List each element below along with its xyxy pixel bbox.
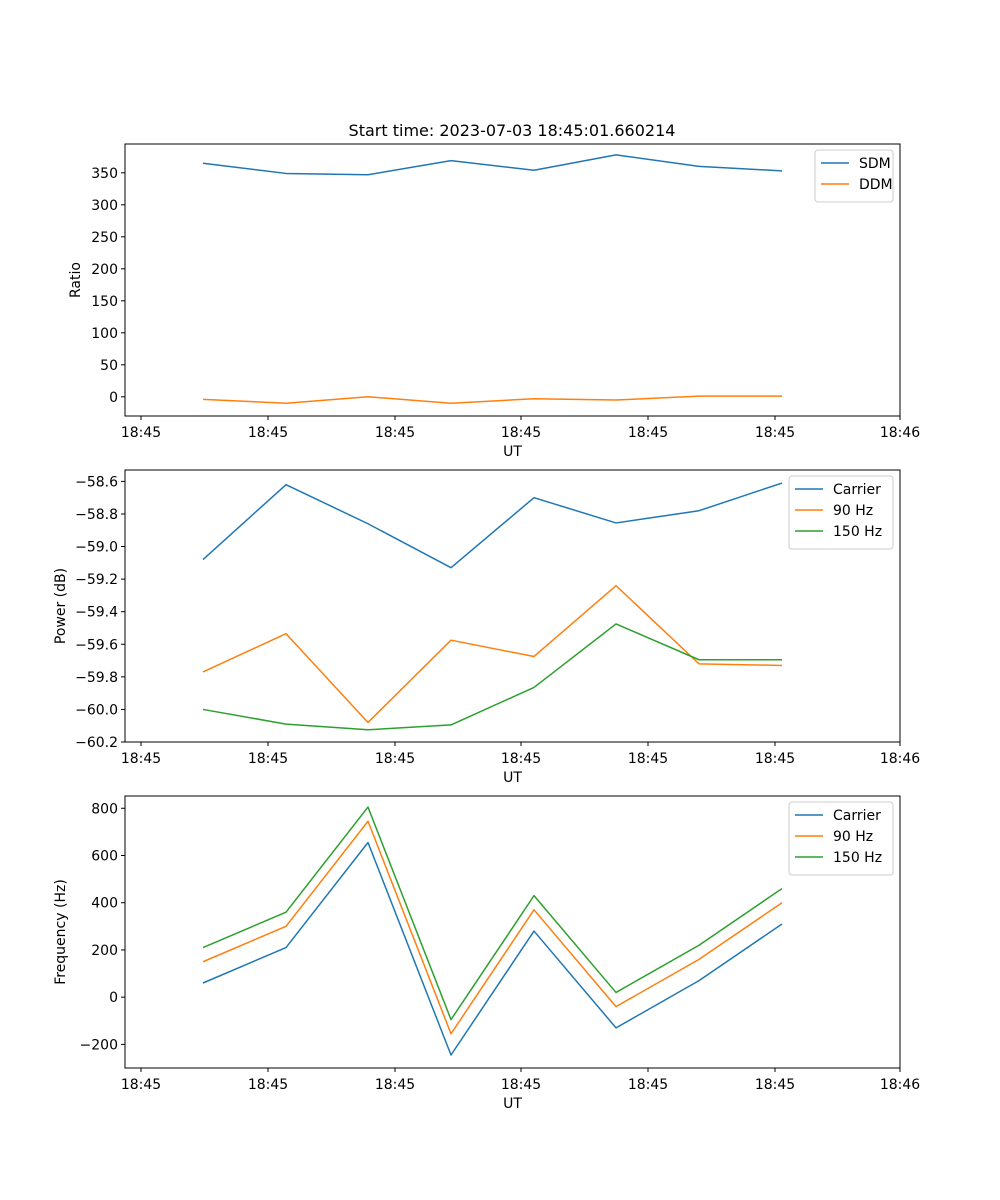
y-tick-label: −59.2 <box>75 572 118 588</box>
y-tick-label: 200 <box>91 262 118 278</box>
legend: SDM DDM <box>814 149 894 203</box>
series-line-150-hz <box>202 623 782 731</box>
y-tick-label: −58.8 <box>75 507 118 523</box>
series-line-150-hz <box>202 806 783 1021</box>
y-tick-label: 250 <box>91 230 118 246</box>
x-axis-label: UT <box>503 1096 522 1112</box>
y-axis-label: Ratio <box>68 262 84 298</box>
legend-label: 90 Hz <box>833 503 873 519</box>
y-tick-label: −60.0 <box>75 702 118 718</box>
y-axis-label: Frequency (Hz) <box>53 879 69 985</box>
series-line-90-hz <box>202 820 783 1035</box>
x-tick-label: 18:45 <box>121 425 161 441</box>
x-tick-label: 18:45 <box>375 751 415 767</box>
series-line-ddm <box>202 395 782 404</box>
y-tick-label: −59.6 <box>75 637 118 653</box>
legend-label: 150 Hz <box>833 524 882 540</box>
x-tick-label: 18:45 <box>755 1077 795 1093</box>
y-axis-label: Power (dB) <box>53 568 69 644</box>
x-axis-label: UT <box>503 444 522 460</box>
y-tick-label: −59.0 <box>75 540 118 556</box>
legend: Carrier 90 Hz 150 Hz <box>788 475 894 550</box>
legend-label: SDM <box>859 156 891 172</box>
x-tick-label: 18:46 <box>880 751 920 767</box>
y-tick-label: 0 <box>109 990 118 1006</box>
series-line-90-hz <box>202 584 783 724</box>
x-tick-label: 18:45 <box>501 751 541 767</box>
x-tick-label: 18:46 <box>880 425 920 441</box>
y-tick-label: 400 <box>91 896 118 912</box>
y-tick-label: 50 <box>100 358 118 374</box>
legend-label: Carrier <box>833 808 881 824</box>
x-tick-label: 18:45 <box>248 751 288 767</box>
y-tick-label: 0 <box>109 390 118 406</box>
x-tick-label: 18:45 <box>248 425 288 441</box>
y-tick-label: 150 <box>91 294 118 310</box>
x-tick-label: 18:45 <box>755 425 795 441</box>
y-tick-label: 100 <box>91 326 118 342</box>
x-tick-label: 18:45 <box>375 1077 415 1093</box>
y-tick-label: 350 <box>91 166 118 182</box>
series-line-carrier <box>202 482 783 569</box>
y-tick-label: −59.8 <box>75 670 118 686</box>
x-tick-label: 18:45 <box>628 751 668 767</box>
axes-frame <box>124 795 901 1069</box>
x-tick-label: 18:45 <box>628 425 668 441</box>
series-line-carrier <box>202 841 783 1056</box>
y-tick-label: 800 <box>91 801 118 817</box>
legend-label: 90 Hz <box>833 829 873 845</box>
x-tick-label: 18:45 <box>375 425 415 441</box>
x-axis-label: UT <box>503 770 522 786</box>
chart-1: 18:45 18:45 18:45 18:45 18:45 18:45 18:46 0 50 10… <box>68 143 920 460</box>
axes-frame <box>124 143 901 417</box>
x-tick-label: 18:45 <box>501 1077 541 1093</box>
y-tick-label: −60.2 <box>75 735 118 751</box>
legend-label: Carrier <box>833 482 881 498</box>
y-tick-label: 200 <box>91 943 118 959</box>
x-tick-label: 18:46 <box>880 1077 920 1093</box>
x-tick-label: 18:45 <box>248 1077 288 1093</box>
x-tick-label: 18:45 <box>121 751 161 767</box>
x-tick-label: 18:45 <box>121 1077 161 1093</box>
y-tick-label: −58.6 <box>75 474 118 490</box>
x-tick-label: 18:45 <box>628 1077 668 1093</box>
legend: Carrier 90 Hz 150 Hz <box>788 801 894 876</box>
legend-label: 150 Hz <box>833 850 882 866</box>
legend-label: DDM <box>859 177 893 193</box>
axes-frame <box>124 469 901 743</box>
y-tick-label: −200 <box>80 1037 118 1053</box>
y-tick-label: −59.4 <box>75 605 118 621</box>
y-tick-label: 300 <box>91 198 118 214</box>
chart-3: 18:45 18:45 18:45 18:45 18:45 18:45 18:46 −200 0… <box>53 795 920 1112</box>
series-line-sdm <box>202 154 783 176</box>
chart-2: 18:45 18:45 18:45 18:45 18:45 18:45 18:46 −60.2… <box>53 469 920 786</box>
y-tick-label: 600 <box>91 849 118 865</box>
x-tick-label: 18:45 <box>755 751 795 767</box>
figure-title: Start time: 2023-07-03 18:45:01.660214 <box>349 121 676 140</box>
x-tick-label: 18:45 <box>501 425 541 441</box>
